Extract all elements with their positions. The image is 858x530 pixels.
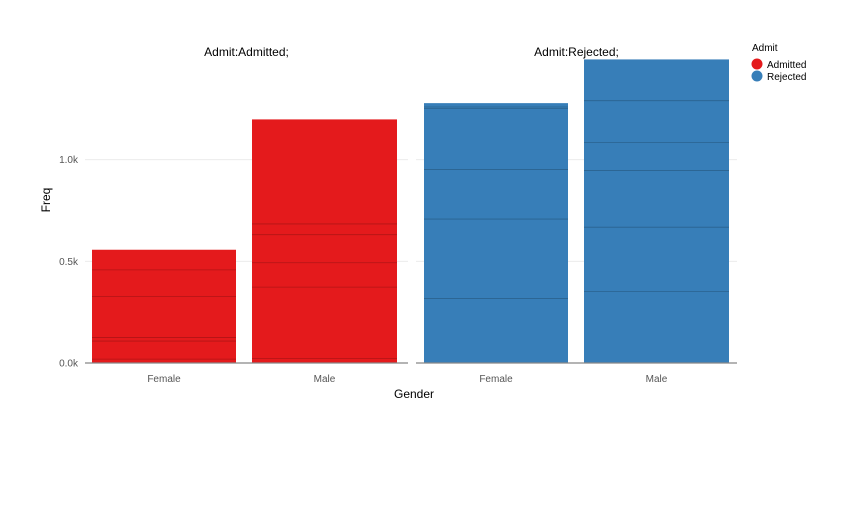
x-tick-label: Male [314, 374, 336, 385]
facet-title: Admit:Admitted; [204, 45, 289, 59]
y-axis: 0.0k 0.5k 1.0k [59, 155, 79, 369]
bar-admitted-male [252, 119, 397, 363]
y-tick-label: 0.0k [59, 359, 79, 370]
facet-title: Admit:Rejected; [534, 45, 619, 59]
legend-title: Admit [752, 43, 778, 54]
x-tick-label: Female [479, 374, 513, 385]
bar-rejected-female [424, 103, 568, 363]
x-tick-label: Female [147, 374, 181, 385]
legend-key-rejected [751, 70, 763, 82]
x-axis-title: Gender [394, 387, 434, 401]
legend-label: Admitted [767, 60, 806, 71]
y-tick-label: 1.0k [59, 155, 79, 166]
facet-panel-admitted: Admit:Admitted; Female Male [85, 45, 408, 385]
legend-key-admitted [751, 58, 763, 70]
facet-panel-rejected: Admit:Rejected; Female Male [416, 45, 737, 385]
legend-label: Rejected [767, 72, 806, 83]
y-axis-title: Freq [39, 188, 53, 213]
bar-rejected-male [584, 59, 729, 363]
y-tick-label: 0.5k [59, 257, 79, 268]
facet-panels: Admit:Admitted;Female MaleAdmit:Rejected;… [85, 45, 737, 385]
bar-admitted-female [92, 249, 236, 363]
x-tick-label: Male [646, 374, 668, 385]
